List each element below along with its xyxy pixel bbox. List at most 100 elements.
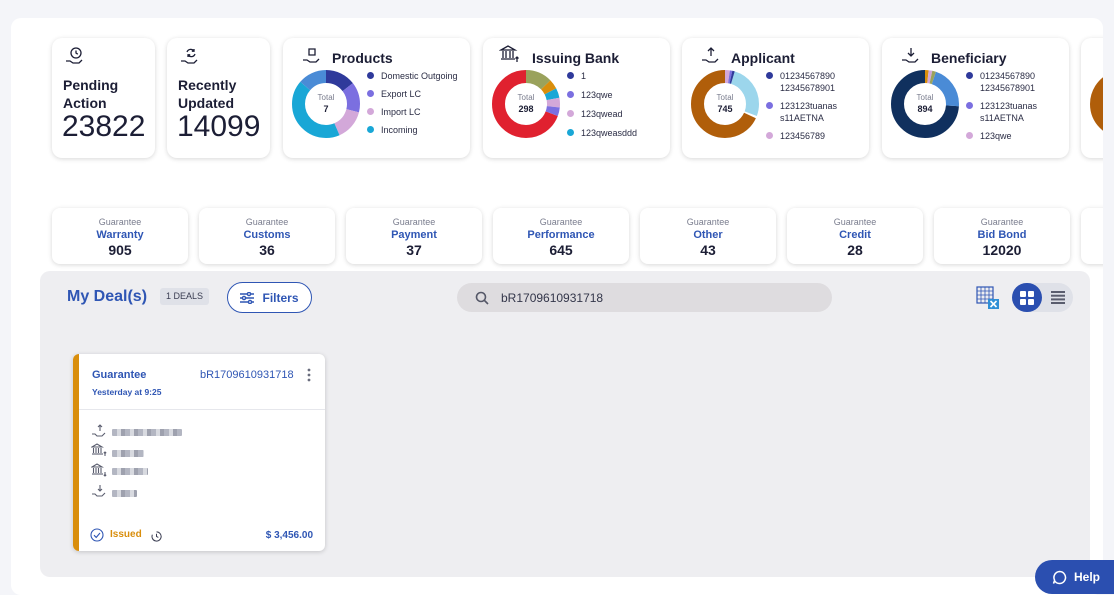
next-chart-donut [1090, 70, 1103, 138]
beneficiary-icon [92, 485, 106, 497]
guarantee-other-card[interactable]: Guarantee Other 43 [640, 208, 776, 264]
recently-updated-value: 14099 [177, 110, 261, 143]
guarantee-type: Customs [243, 229, 291, 241]
guarantee-count: 37 [406, 242, 422, 258]
applicant-card[interactable]: Applicant Total 745 01234567890 12345678… [682, 38, 869, 158]
guarantee-customs-card[interactable]: Guarantee Customs 36 [199, 208, 335, 264]
list-view-button[interactable] [1043, 283, 1073, 312]
legend-item[interactable]: 123qweasddd [567, 127, 667, 139]
recently-updated-card[interactable]: Recently Updated 14099 [167, 38, 270, 158]
beneficiary-donut: Total 894 [891, 70, 959, 138]
legend-item[interactable]: Domestic Outgoing [367, 70, 467, 82]
hand-download-icon [902, 48, 919, 63]
applicant-legend: 01234567890 12345678901 123123tuanas s11… [766, 70, 866, 144]
my-deals-section: My Deal(s) 1 DEALS Filters bR17096109317… [40, 271, 1090, 577]
guarantee-payment-card[interactable]: Guarantee Payment 37 [346, 208, 482, 264]
deal-issuing-bank-redacted [112, 450, 144, 457]
guarantee-next-card[interactable] [1081, 208, 1103, 264]
deal-advising-bank-redacted [112, 468, 148, 475]
grid-view-icon [1020, 290, 1034, 305]
bank-upload-icon [499, 45, 519, 62]
deal-beneficiary-redacted [112, 490, 137, 497]
issuing-bank-icon [91, 443, 107, 456]
deal-time: Yesterday at 9:25 [92, 387, 162, 397]
issuing-bank-title: Issuing Bank [532, 50, 620, 66]
guarantee-type: Warranty [96, 229, 144, 241]
guarantee-label: Guarantee [833, 217, 877, 227]
pending-action-card[interactable]: Pending Action 23822 [52, 38, 155, 158]
deal-status: Issued [110, 529, 142, 540]
next-chart-card[interactable] [1081, 38, 1103, 158]
excel-export-icon[interactable] [976, 286, 1000, 310]
pending-action-title: Pending Action [63, 77, 119, 111]
hand-box-icon [303, 48, 320, 63]
products-total-value: 7 [323, 104, 328, 114]
guarantee-count: 645 [549, 242, 573, 258]
guarantee-credit-card[interactable]: Guarantee Credit 28 [787, 208, 923, 264]
guarantee-count: 28 [847, 242, 863, 258]
search-box[interactable]: bR1709610931718 [457, 283, 832, 312]
guarantee-performance-card[interactable]: Guarantee Performance 645 [493, 208, 629, 264]
guarantee-type: Performance [527, 229, 595, 241]
hand-upload-icon [702, 47, 719, 63]
deal-card[interactable]: Guarantee bR1709610931718 Yesterday at 9… [73, 354, 325, 551]
legend-item[interactable]: 01234567890 12345678901 [966, 70, 1066, 94]
filters-label: Filters [262, 290, 299, 305]
products-donut: Total 7 [292, 70, 360, 138]
legend-item[interactable]: 1 [567, 70, 667, 82]
dashboard-panel: Pending Action 23822 Recently Updated 1409… [11, 18, 1103, 595]
deal-applicant-redacted [112, 429, 182, 436]
deal-reference[interactable]: bR1709610931718 [200, 369, 294, 381]
legend-item[interactable]: Incoming [367, 124, 467, 136]
legend-item[interactable]: 123456789 [766, 130, 866, 142]
help-button[interactable]: Help [1035, 560, 1114, 594]
filters-button[interactable]: Filters [227, 282, 312, 313]
beneficiary-legend: 01234567890 12345678901 123123tuanas s11… [966, 70, 1066, 144]
legend-item[interactable]: 01234567890 12345678901 [766, 70, 866, 94]
guarantee-type: Credit [839, 229, 871, 241]
legend-item[interactable]: 123123tuanas s11AETNA [766, 100, 866, 124]
issuing-bank-total-value: 298 [518, 104, 533, 114]
issuing-bank-legend: 1 123qwe 123qwead 123qweasddd [567, 70, 667, 144]
issuing-bank-card[interactable]: Issuing Bank Total 298 1 123qwe 123qwead… [483, 38, 670, 158]
products-title: Products [332, 50, 393, 66]
hand-refresh-icon [181, 48, 198, 64]
legend-item[interactable]: Import LC [367, 106, 467, 118]
advising-bank-icon [91, 463, 107, 477]
guarantee-warranty-card[interactable]: Guarantee Warranty 905 [52, 208, 188, 264]
guarantee-bid-bond-card[interactable]: Guarantee Bid Bond 12020 [934, 208, 1070, 264]
issuing-bank-donut: Total 298 [492, 70, 560, 138]
applicant-title: Applicant [731, 50, 795, 66]
guarantee-count: 12020 [982, 242, 1022, 258]
legend-item[interactable]: 123qwe [966, 130, 1066, 142]
legend-item[interactable]: Export LC [367, 88, 467, 100]
legend-item[interactable]: 123qwe [567, 89, 667, 101]
applicant-total-label: Total [717, 93, 734, 102]
guarantee-type: Payment [391, 229, 437, 241]
products-card[interactable]: Products Total 7 Domestic Outgoing Expor… [283, 38, 470, 158]
applicant-total-value: 745 [717, 104, 732, 114]
legend-item[interactable]: 123qwead [567, 108, 667, 120]
guarantee-type: Other [693, 229, 723, 241]
guarantee-count: 43 [700, 242, 716, 258]
guarantee-count: 36 [259, 242, 275, 258]
beneficiary-card[interactable]: Beneficiary Total 894 01234567890 123456… [882, 38, 1069, 158]
issued-check-icon [90, 528, 104, 542]
more-options-icon[interactable] [307, 368, 311, 382]
legend-item[interactable]: 123123tuanas s11AETNA [966, 100, 1066, 124]
list-view-icon [1051, 291, 1065, 304]
beneficiary-total-label: Total [917, 93, 934, 102]
products-legend: Domestic Outgoing Export LC Import LC In… [367, 70, 467, 144]
deal-status-bar [73, 354, 79, 551]
history-icon[interactable] [151, 531, 162, 542]
guarantee-label: Guarantee [686, 217, 730, 227]
beneficiary-title: Beneficiary [931, 50, 1007, 66]
guarantee-label: Guarantee [98, 217, 142, 227]
deals-count-badge: 1 DEALS [160, 288, 210, 305]
my-deals-title: My Deal(s) [67, 288, 148, 305]
grid-view-button[interactable] [1012, 283, 1042, 312]
guarantee-type: Bid Bond [977, 229, 1027, 241]
pending-action-value: 23822 [62, 110, 146, 143]
applicant-donut: Total 745 [691, 70, 759, 138]
search-input[interactable]: bR1709610931718 [501, 290, 604, 305]
